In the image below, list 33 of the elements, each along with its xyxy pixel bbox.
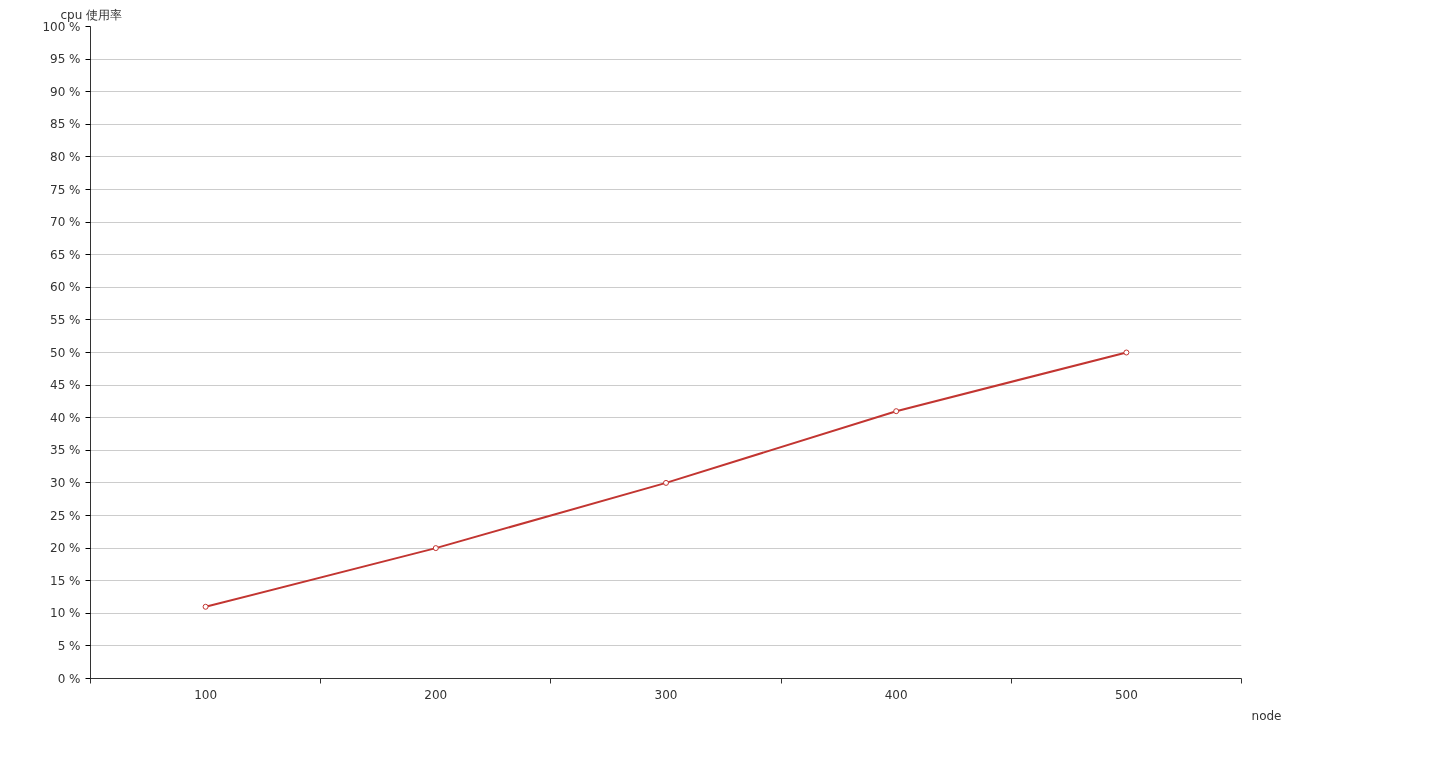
x-tick-label: 200: [424, 687, 448, 702]
y-tick-label: 10 %: [50, 606, 81, 621]
y-tick-label: 55 %: [50, 312, 81, 327]
y-tick-label: 35 %: [50, 443, 81, 458]
y-tick-label: 45 %: [50, 378, 81, 393]
x-tick-label: 300: [654, 687, 678, 702]
y-tick-label: 20 %: [50, 541, 81, 556]
y-tick-label: 40 %: [50, 410, 81, 425]
x-tick-label: 500: [1114, 687, 1138, 702]
point: [893, 408, 900, 415]
y-tick-label: 90 %: [50, 84, 81, 99]
y-tick-label: 50 %: [50, 345, 81, 360]
y-tick-label: 25 %: [50, 508, 81, 523]
y-tick-label: 75 %: [50, 182, 81, 197]
point: [432, 545, 439, 552]
x-axis-title: node: [1251, 708, 1282, 723]
y-tick-label: 85 %: [50, 117, 81, 132]
y-tick-label: 95 %: [50, 52, 81, 67]
point: [1123, 349, 1130, 356]
y-tick-label: 60 %: [50, 280, 81, 295]
y-tick-label: 30 %: [50, 475, 81, 490]
point: [663, 479, 669, 486]
y-axis-title: cpu 使用率: [60, 7, 123, 22]
x-tick-label: 100: [194, 687, 218, 702]
y-tick-label: 70 %: [50, 215, 81, 230]
x-tick-label: 400: [884, 687, 908, 702]
y-tick-label: 100 %: [42, 19, 81, 34]
y-tick-label: 5 %: [57, 638, 81, 653]
y-tick-label: 65 %: [50, 247, 81, 262]
y-tick-label: 15 %: [50, 573, 81, 588]
y-tick-label: 80 %: [50, 149, 81, 164]
point: [202, 603, 209, 610]
y-tick-label: 0 %: [57, 671, 81, 686]
